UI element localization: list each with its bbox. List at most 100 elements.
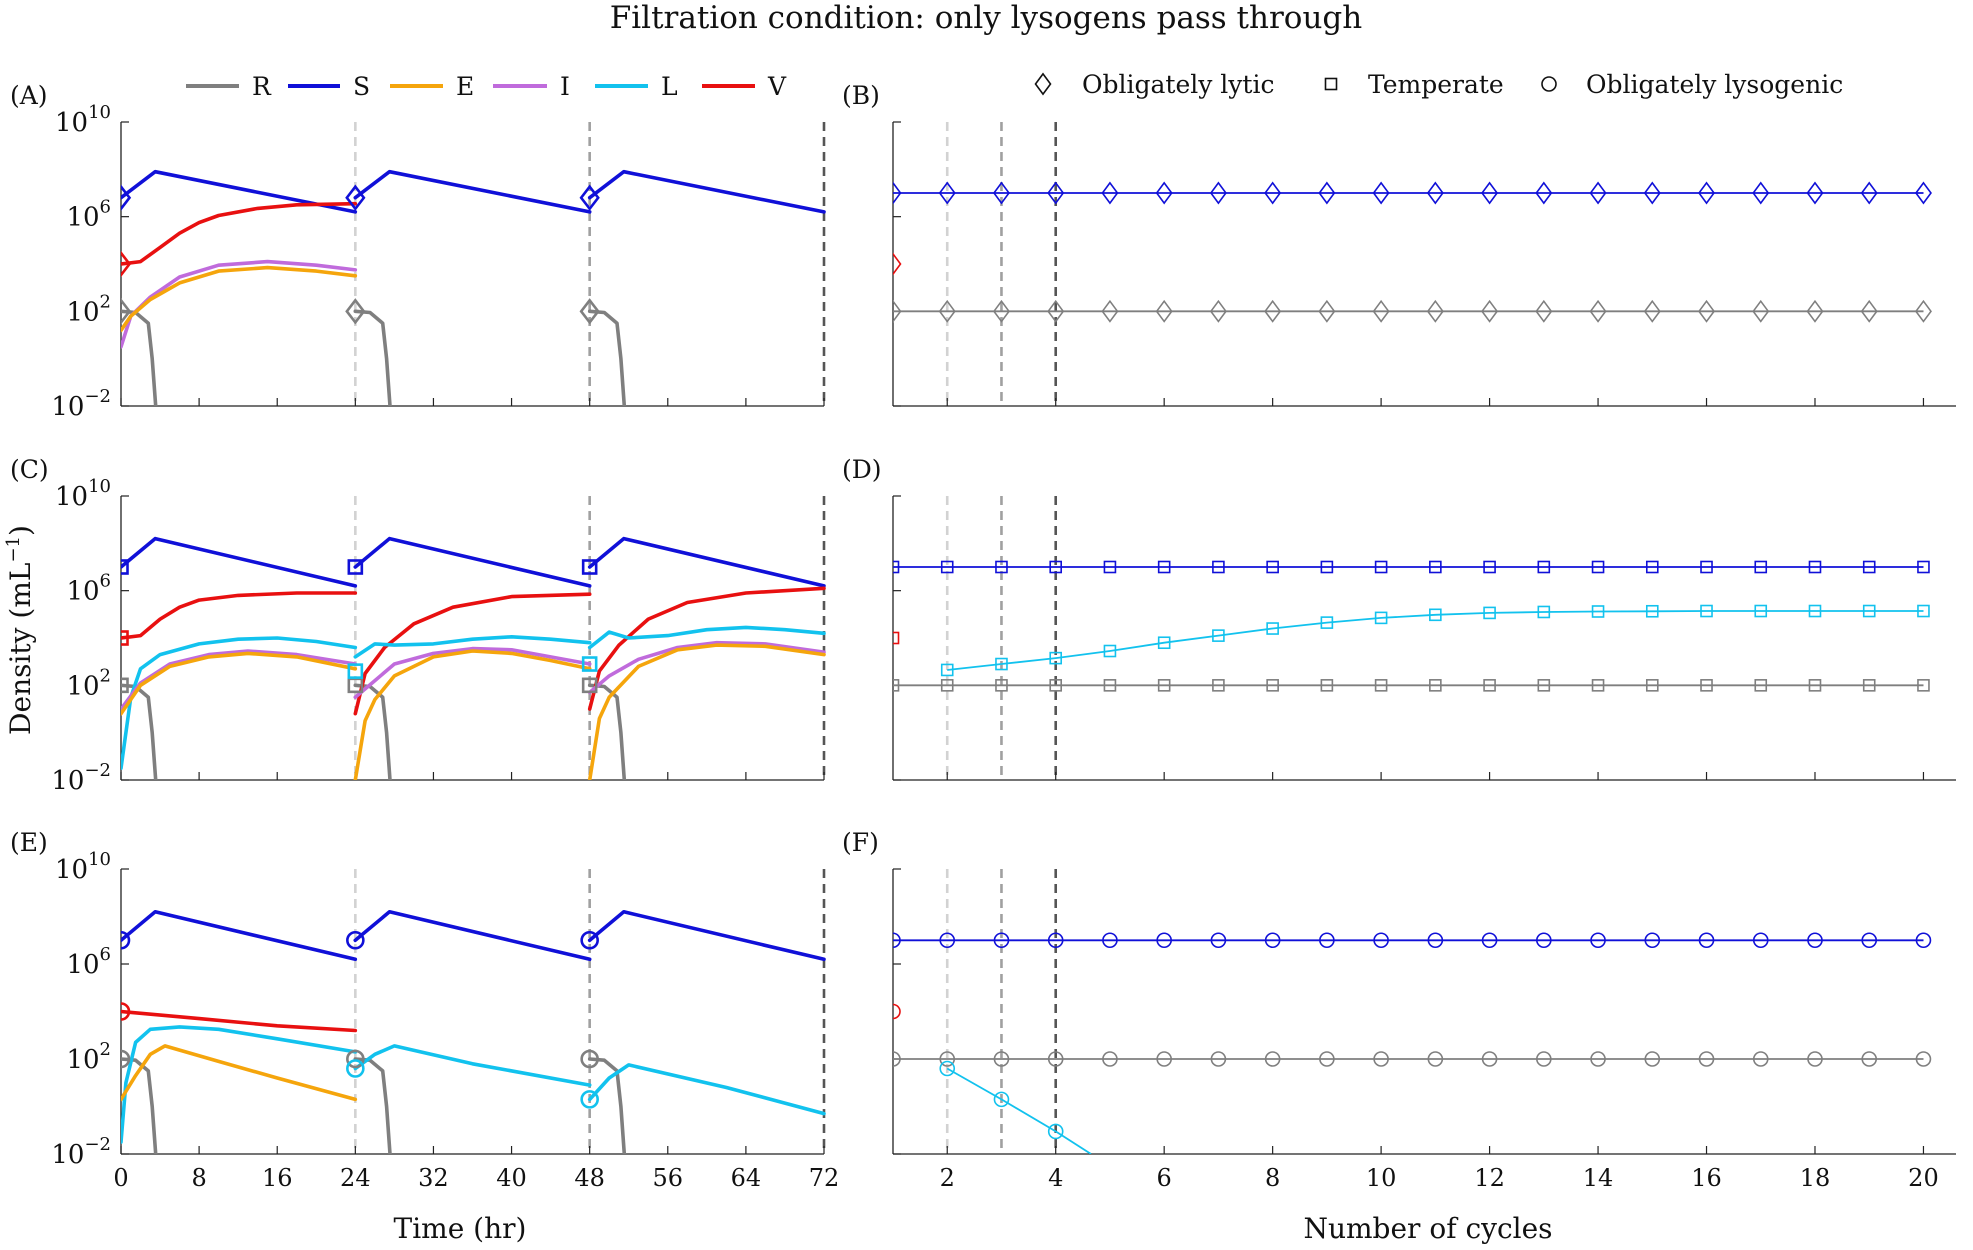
point-D-R-9 xyxy=(1320,679,1334,692)
point-B-R-18 xyxy=(1806,299,1824,323)
point-B-R-8 xyxy=(1264,299,1282,323)
point-F-S-11 xyxy=(1427,932,1444,949)
x-tick-label-F: 4 xyxy=(1048,1164,1063,1192)
curve-E-L-2 xyxy=(587,1063,826,1116)
y-tick-label-C: 1010 xyxy=(55,476,111,512)
point-D-S-17 xyxy=(1754,560,1768,574)
point-F-S-1 xyxy=(893,932,901,949)
point-D-L-20 xyxy=(1917,604,1930,618)
point-B-R-11 xyxy=(1426,299,1444,323)
panel-F: (F) 2 4 6 8 10 12 14 16 18 20 xyxy=(842,828,1956,1192)
legend-label-square: Temperate xyxy=(1368,70,1504,99)
line-D-L xyxy=(947,610,1924,671)
x-tick-label-E: 16 xyxy=(262,1164,293,1192)
point-D-R-3 xyxy=(995,679,1008,692)
panel-label-A: (A) xyxy=(10,81,48,110)
marker-A-S xyxy=(579,184,600,211)
point-B-S-3 xyxy=(992,181,1010,205)
point-F-S-3 xyxy=(993,932,1010,949)
curve-A-I-0 xyxy=(121,259,358,349)
legend-label-E: E xyxy=(456,72,474,101)
point-D-S-1 xyxy=(893,560,900,574)
point-D-S-5 xyxy=(1103,560,1117,574)
curve-C-E-2 xyxy=(587,643,826,780)
point-D-S-18 xyxy=(1808,560,1822,574)
panel-C: (C) 10−2 102 106 1010 xyxy=(10,455,826,796)
point-F-R-16 xyxy=(1698,1051,1715,1067)
point-D-S-11 xyxy=(1429,560,1442,574)
point-F-S-9 xyxy=(1319,932,1335,949)
point-D-L-16 xyxy=(1700,604,1713,618)
point-D-R-14 xyxy=(1591,679,1605,692)
point-B-R-1 xyxy=(893,299,902,323)
point-D-L-19 xyxy=(1862,604,1876,618)
point-F-R-1 xyxy=(893,1051,901,1067)
panel-B: (B) xyxy=(842,81,1956,407)
point-F-R-3 xyxy=(993,1051,1010,1067)
x-tick-label-E: 64 xyxy=(731,1164,762,1192)
point-B-R-14 xyxy=(1589,299,1607,323)
marker-A-S xyxy=(345,184,366,211)
curve-A-S-2 xyxy=(587,169,826,214)
point-F-L-4 xyxy=(1047,1123,1064,1140)
curve-E-L-1 xyxy=(353,1044,592,1087)
x-axis-label-right: Number of cycles xyxy=(1303,1212,1552,1245)
point-F-S-7 xyxy=(1210,932,1227,949)
point-B-R-7 xyxy=(1209,299,1227,323)
point-F-S-14 xyxy=(1590,932,1606,949)
point-D-S-15 xyxy=(1645,560,1659,574)
point-B-S-19 xyxy=(1860,181,1878,205)
point-D-R-11 xyxy=(1429,679,1442,692)
point-D-V-1 xyxy=(893,631,900,645)
point-D-S-9 xyxy=(1320,560,1334,574)
curve-A-V-0 xyxy=(121,201,358,266)
legend-marker-diamond xyxy=(1034,72,1052,96)
point-B-S-14 xyxy=(1589,181,1607,205)
panel-label-E: (E) xyxy=(10,828,48,857)
point-D-S-16 xyxy=(1700,560,1713,574)
marker-A-R xyxy=(579,298,600,325)
point-F-S-4 xyxy=(1047,932,1064,949)
point-D-S-7 xyxy=(1212,560,1225,574)
point-F-S-13 xyxy=(1536,932,1552,949)
point-D-R-5 xyxy=(1103,679,1117,692)
x-tick-label-E: 0 xyxy=(113,1164,128,1192)
point-D-S-6 xyxy=(1157,560,1171,574)
x-tick-label-E: 24 xyxy=(340,1164,371,1192)
curve-A-E-0 xyxy=(121,265,358,333)
panel-label-C: (C) xyxy=(10,455,49,484)
point-D-R-7 xyxy=(1212,679,1225,692)
point-D-S-2 xyxy=(940,560,954,574)
marker-C-V xyxy=(121,630,129,646)
y-tick-label-A: 1010 xyxy=(55,102,111,138)
figure-title: Filtration condition: only lysogens pass… xyxy=(610,0,1363,36)
point-D-L-7 xyxy=(1212,629,1225,642)
point-B-R-6 xyxy=(1155,299,1173,323)
y-tick-label-E: 106 xyxy=(66,944,111,980)
point-D-R-15 xyxy=(1645,679,1659,692)
point-F-S-19 xyxy=(1861,932,1878,949)
y-tick-label-E: 1010 xyxy=(55,849,111,885)
point-F-R-9 xyxy=(1319,1051,1335,1067)
legend-label-R: R xyxy=(252,72,272,101)
point-F-R-13 xyxy=(1536,1051,1552,1067)
point-B-R-17 xyxy=(1752,299,1770,323)
curve-C-S-1 xyxy=(353,536,592,588)
x-tick-label-E: 32 xyxy=(418,1164,449,1192)
y-tick-label-A: 10−2 xyxy=(51,386,111,422)
point-B-S-8 xyxy=(1264,181,1282,205)
point-D-R-16 xyxy=(1700,679,1713,692)
point-B-R-4 xyxy=(1047,299,1065,323)
panels: (A)10−21021061010(B)(C)10−21021061010(D)… xyxy=(10,81,1956,1192)
point-D-L-13 xyxy=(1537,605,1551,619)
curve-C-R-1 xyxy=(353,683,392,780)
marker-E-S xyxy=(121,930,131,950)
curve-E-S-1 xyxy=(353,909,592,962)
marker-E-S xyxy=(580,930,599,950)
legend-label-V: V xyxy=(767,72,787,101)
panel-A: (A) 10−2 102 106 1010 xyxy=(10,81,826,422)
point-F-R-18 xyxy=(1807,1051,1823,1067)
marker-A-S xyxy=(121,184,132,211)
